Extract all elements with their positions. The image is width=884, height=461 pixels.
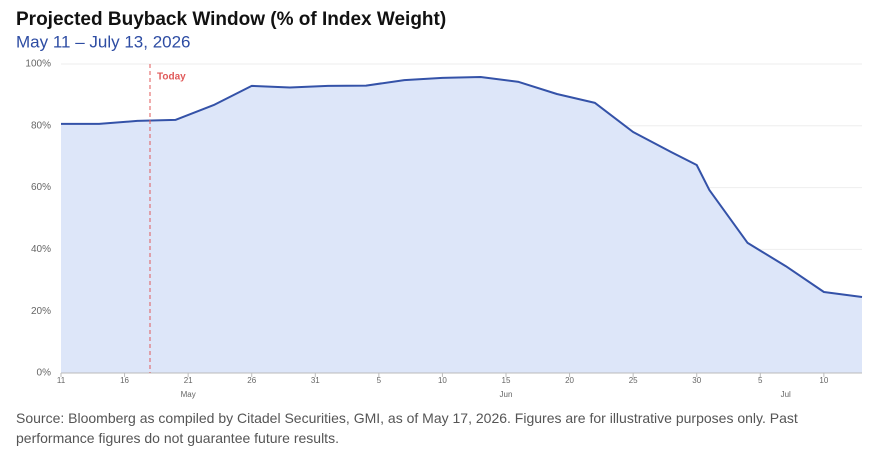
y-tick-label: 100% <box>25 59 51 70</box>
chart-subtitle: May 11 – July 13, 2026 <box>16 32 191 51</box>
chart-title: Projected Buyback Window (% of Index Wei… <box>16 9 446 30</box>
today-label: Today <box>157 72 186 83</box>
area <box>61 77 862 373</box>
y-tick-label: 60% <box>31 182 51 193</box>
x-tick-label: 30 <box>692 376 701 385</box>
source-note: Source: Bloomberg as compiled by Citadel… <box>16 410 798 446</box>
x-tick-label: 20 <box>565 376 574 385</box>
x-tick-label: 25 <box>629 376 638 385</box>
x-tick-label: 21 <box>184 376 193 385</box>
x-tick-label: 26 <box>247 376 256 385</box>
x-tick-label: 16 <box>120 376 129 385</box>
x-tick-label: 10 <box>438 376 447 385</box>
x-tick-label: 15 <box>502 376 511 385</box>
y-tick-label: 20% <box>31 306 51 317</box>
y-tick-label: 80% <box>31 120 51 131</box>
x-tick-label: 5 <box>758 376 763 385</box>
month-label: May <box>181 390 196 399</box>
month-label: Jun <box>500 390 513 399</box>
y-tick-label: 0% <box>37 368 52 379</box>
x-tick-label: 5 <box>377 376 382 385</box>
x-tick-label: 11 <box>57 376 66 385</box>
month-label: Jul <box>781 390 791 399</box>
x-tick-label: 10 <box>819 376 828 385</box>
line <box>61 76 863 298</box>
x-tick-label: 31 <box>311 376 320 385</box>
y-tick-label: 40% <box>31 244 51 255</box>
